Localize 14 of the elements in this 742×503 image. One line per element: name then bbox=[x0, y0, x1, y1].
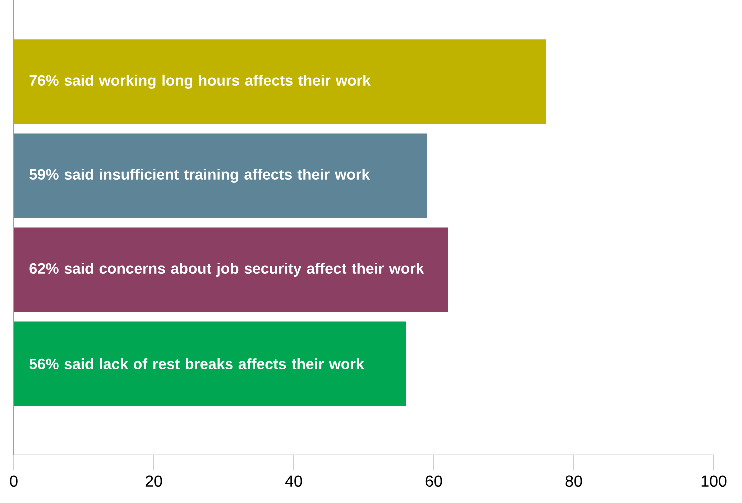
y-tick-label: 56% said lack of rest breaks affects their work bbox=[30, 358, 364, 370]
x-tick-label: 80 bbox=[566, 476, 582, 487]
x-tick-label: 0 bbox=[10, 476, 18, 487]
bar bbox=[14, 322, 406, 406]
x-tick-label: 60 bbox=[426, 476, 442, 487]
bar bbox=[14, 134, 428, 218]
y-tick-label: 76% said working long hours affects their work bbox=[30, 74, 371, 89]
y-tick-label: 59% said insufficient training affects their work bbox=[30, 168, 370, 183]
x-tick-label: 20 bbox=[146, 476, 162, 487]
y-tick-label: 62% said concerns about job security affect their work bbox=[30, 262, 424, 277]
x-tick-label: 100 bbox=[702, 476, 727, 487]
bar bbox=[14, 228, 448, 312]
x-tick-label: 40 bbox=[285, 476, 302, 487]
bar bbox=[14, 40, 546, 124]
